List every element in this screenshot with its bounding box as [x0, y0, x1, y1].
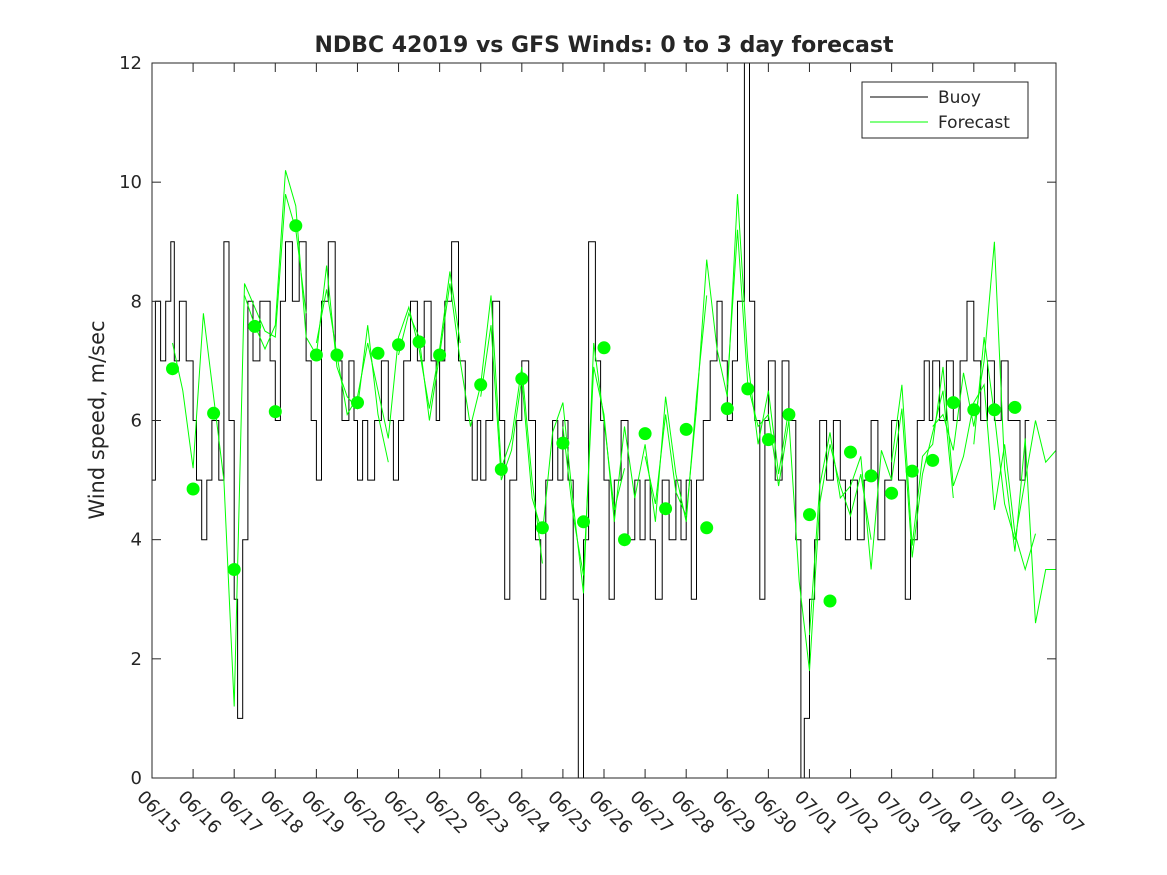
y-axis-label: Wind speed, m/sec: [85, 320, 109, 519]
forecast-marker-40: [987, 403, 1001, 417]
forecast-marker-3: [207, 406, 221, 420]
y-tick-label-10: 10: [119, 172, 142, 193]
x-tick-label-8: 06/23: [461, 787, 513, 839]
x-tick-label-6: 06/21: [379, 787, 431, 839]
x-tick-label-15: 06/30: [749, 787, 801, 839]
forecast-marker-4: [227, 563, 241, 576]
forecast-marker-34: [864, 469, 878, 483]
x-tick-label-21: 07/06: [995, 787, 1047, 839]
legend-box: [861, 81, 1029, 139]
x-tick-label-20: 07/05: [954, 787, 1006, 839]
forecast-marker-20: [577, 515, 590, 529]
forecast-markers: [166, 219, 1022, 608]
x-tick-label-17: 07/02: [831, 787, 883, 839]
x-tick-label-3: 06/18: [256, 787, 308, 839]
forecast-marker-26: [700, 521, 714, 535]
x-tick-label-5: 06/20: [338, 787, 390, 839]
forecast-marker-30: [782, 408, 796, 421]
x-tick-label-14: 06/29: [708, 787, 760, 839]
x-tick-label-22: 07/07: [1036, 787, 1088, 839]
x-tick-label-0: 06/15: [132, 787, 184, 839]
forecast-marker-1: [166, 362, 179, 376]
x-tick-label-9: 06/24: [502, 787, 554, 839]
x-tick-label-13: 06/28: [667, 787, 719, 839]
forecast-line-9: [809, 390, 954, 636]
y-tick-label-8: 8: [131, 291, 142, 312]
forecast-marker-22: [618, 533, 631, 547]
forecast-line-12: [973, 337, 1056, 540]
forecast-marker-29: [761, 433, 775, 447]
y-tick-label-4: 4: [131, 530, 142, 551]
forecast-marker-27: [720, 402, 734, 416]
forecast-marker-21: [597, 341, 611, 355]
legend-label-forecast: Forecast: [938, 113, 1010, 133]
forecast-marker-41: [1008, 400, 1022, 414]
x-tick-label-10: 06/25: [543, 787, 595, 839]
x-tick-label-18: 07/03: [872, 787, 924, 839]
forecast-marker-11: [371, 346, 385, 360]
chart-title: NDBC 42019 vs GFS Winds: 0 to 3 day fore…: [315, 33, 894, 58]
forecast-marker-23: [638, 427, 652, 441]
y-tick-label-6: 6: [131, 411, 142, 432]
forecast-marker-8: [309, 348, 323, 362]
forecast-marker-28: [741, 382, 755, 396]
forecast-marker-17: [515, 372, 529, 386]
forecast-marker-37: [926, 453, 940, 467]
forecast-marker-38: [946, 396, 960, 410]
x-tick-label-4: 06/19: [297, 787, 349, 839]
y-tick-label-2: 2: [131, 649, 142, 670]
y-axis-ticks: 0 2 4 6 8 10 12: [119, 53, 1056, 789]
forecast-marker-25: [679, 422, 693, 436]
forecast-marker-39: [967, 403, 981, 417]
forecast-marker-5: [248, 319, 262, 333]
x-tick-label-16: 07/01: [790, 787, 842, 839]
forecast-marker-10: [351, 396, 364, 410]
forecast-marker-12: [392, 338, 405, 352]
forecast-marker-19: [556, 436, 570, 450]
x-tick-label-11: 06/26: [584, 787, 636, 839]
forecast-line-1: [172, 193, 307, 707]
forecast-marker-9: [330, 348, 344, 362]
forecast-line-11: [932, 241, 1056, 624]
x-tick-label-19: 07/04: [913, 787, 965, 839]
forecast-marker-13: [412, 335, 426, 349]
legend-label-buoy: Buoy: [938, 88, 981, 108]
y-tick-label-12: 12: [119, 53, 142, 74]
forecast-marker-33: [844, 445, 857, 459]
forecast-marker-16: [494, 462, 508, 476]
forecast-line-7: [644, 194, 790, 516]
forecast-marker-32: [823, 594, 837, 608]
legend: Buoy Forecast: [861, 81, 1029, 139]
forecast-marker-18: [535, 521, 549, 535]
forecast-marker-6: [268, 405, 282, 419]
x-tick-label-2: 06/17: [215, 787, 267, 839]
forecast-line-3: [315, 271, 461, 439]
x-tick-label-7: 06/22: [420, 787, 472, 839]
y-tick-label-0: 0: [131, 768, 142, 789]
x-tick-label-1: 06/16: [174, 787, 226, 839]
forecast-line-6: [562, 295, 708, 576]
forecast-marker-36: [905, 464, 919, 478]
forecast-marker-31: [803, 508, 816, 522]
forecast-marker-7: [289, 219, 303, 233]
forecast-marker-2: [186, 482, 200, 496]
forecast-line-10: [891, 366, 1036, 572]
x-tick-label-12: 06/27: [626, 787, 678, 839]
forecast-marker-24: [659, 502, 673, 516]
forecast-line-8: [726, 229, 872, 671]
forecast-marker-35: [885, 486, 899, 500]
forecast-line-4: [398, 283, 543, 564]
forecast-marker-15: [474, 378, 488, 392]
forecast-marker-14: [433, 348, 447, 362]
